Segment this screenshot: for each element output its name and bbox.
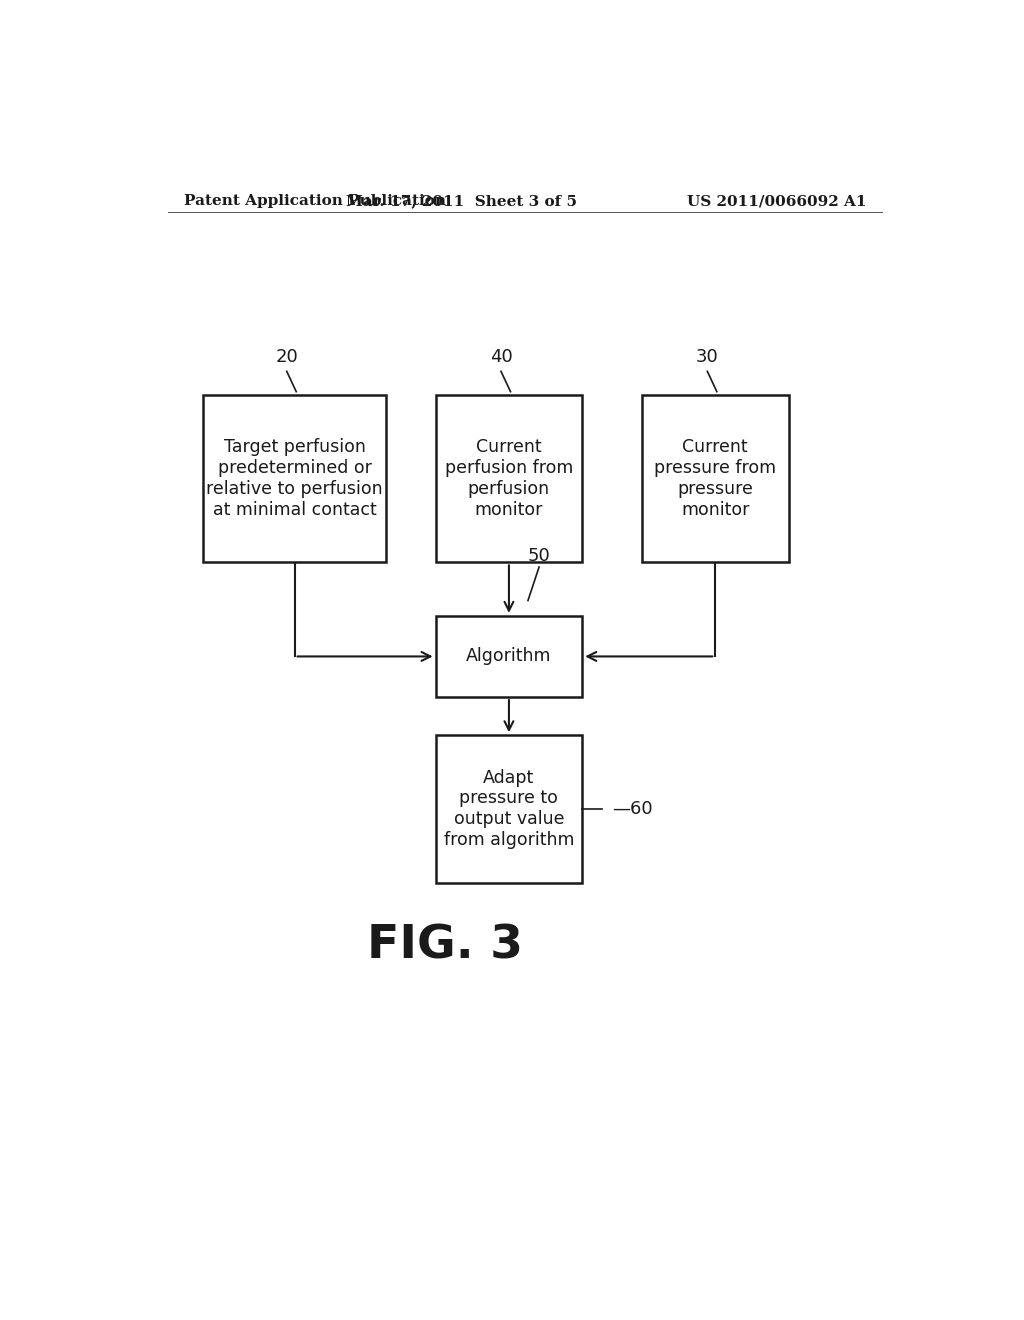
Text: Current
pressure from
pressure
monitor: Current pressure from pressure monitor <box>654 438 776 519</box>
Text: 50: 50 <box>527 546 551 565</box>
Bar <box>435 735 583 883</box>
Text: Algorithm: Algorithm <box>466 647 552 665</box>
Text: 20: 20 <box>275 348 298 366</box>
Text: Target perfusion
predetermined or
relative to perfusion
at minimal contact: Target perfusion predetermined or relati… <box>207 438 383 519</box>
Text: Patent Application Publication: Patent Application Publication <box>183 194 445 209</box>
Bar <box>642 395 788 562</box>
Bar <box>435 395 583 562</box>
Text: Adapt
pressure to
output value
from algorithm: Adapt pressure to output value from algo… <box>443 768 574 849</box>
Text: —60: —60 <box>611 800 652 818</box>
Bar <box>435 615 583 697</box>
Text: 40: 40 <box>489 348 512 366</box>
Bar <box>204 395 386 562</box>
Text: FIG. 3: FIG. 3 <box>368 924 523 969</box>
Text: Mar. 17, 2011  Sheet 3 of 5: Mar. 17, 2011 Sheet 3 of 5 <box>346 194 577 209</box>
Text: US 2011/0066092 A1: US 2011/0066092 A1 <box>686 194 866 209</box>
Text: Current
perfusion from
perfusion
monitor: Current perfusion from perfusion monitor <box>444 438 573 519</box>
Text: 30: 30 <box>696 348 719 366</box>
